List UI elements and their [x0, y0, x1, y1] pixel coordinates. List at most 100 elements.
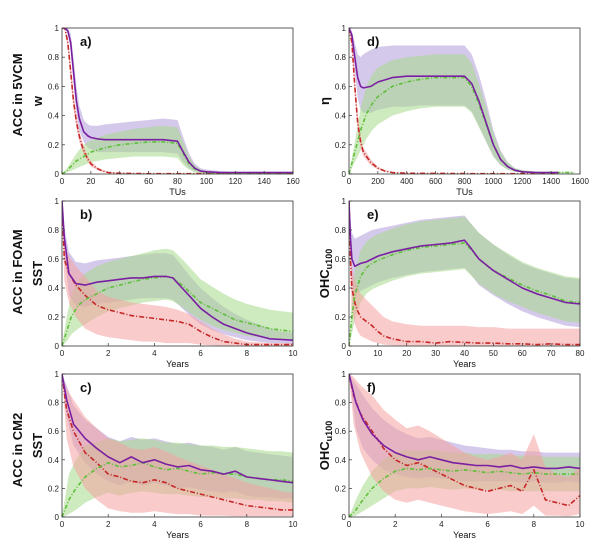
x-tick-label: 40	[115, 177, 124, 186]
x-tick-label: 60	[144, 177, 153, 186]
y-tick-label: 0.6	[48, 255, 60, 264]
series-red-d	[349, 28, 559, 174]
series-green-f	[349, 467, 580, 517]
x-tick-label: 8	[245, 520, 250, 529]
plot-frame	[348, 373, 581, 518]
x-tick-label: 50	[489, 349, 498, 358]
x-tick-label: 1000	[484, 177, 502, 186]
x-tick-label: 4	[152, 349, 157, 358]
x-tick-label: 4	[439, 520, 444, 529]
x-tick-label: 2	[106, 349, 111, 358]
y-tick-label: 1	[55, 197, 60, 206]
y-tick-label: 1	[55, 24, 60, 33]
band-red-c	[62, 374, 293, 517]
x-tick-label: 10	[576, 520, 585, 529]
y-axis-label: OHCu100	[317, 249, 334, 298]
y-tick-label: 0	[342, 342, 347, 351]
x-axis-label: Years	[166, 530, 189, 540]
panel-label-a: a)	[80, 34, 92, 49]
y-tick-label: 0	[342, 513, 347, 522]
y-tick-label: 0	[55, 513, 60, 522]
x-tick-label: 10	[373, 349, 382, 358]
series-purple-d	[349, 28, 559, 174]
y-tick-label: 1	[342, 370, 347, 379]
y-tick-label: 0.4	[48, 112, 60, 121]
lines-d	[349, 28, 575, 174]
x-tick-label: 6	[198, 349, 203, 358]
bands-b	[62, 201, 293, 346]
x-axis-label: Years	[166, 359, 189, 369]
bands-a	[62, 28, 293, 174]
x-tick-label: 1200	[513, 177, 531, 186]
x-tick-label: 600	[429, 177, 443, 186]
panel-c: 0 2 4 6 8 10 0 0.2 0.4 0.6 0.8 1 c) Years SST	[30, 370, 298, 540]
y-tick-label: 0	[55, 342, 60, 351]
x-tick-label: 0	[60, 177, 65, 186]
band-red-e	[349, 201, 580, 346]
x-tick-label: 1600	[571, 177, 589, 186]
panel-label-f: f)	[367, 380, 376, 395]
y-tick-label: 0.2	[48, 141, 60, 150]
panel-a: 0 20 40 60 80 100 120 140 160 0 0.2 0.4 0.6 0.8 1 a) TUs…	[30, 24, 300, 197]
series-purple-e	[349, 201, 580, 305]
x-tick-label: 6	[198, 520, 203, 529]
y-tick-label: 0.2	[335, 141, 347, 150]
x-tick-label: 400	[400, 177, 414, 186]
y-tick-label: 0.6	[48, 82, 60, 91]
row-label-5vcm: ACC in 5VCM	[10, 53, 25, 136]
panels-container: 0 20 40 60 80 100 120 140 16000.20.40.60.81a)TUs…	[30, 24, 589, 540]
y-axis-label-subscript: u100	[324, 249, 334, 270]
x-tick-label: 0	[60, 349, 65, 358]
y-tick-label: 0	[342, 170, 347, 179]
y-tick-label: 0.2	[335, 313, 347, 322]
bands-f	[349, 374, 580, 517]
band-red-f	[349, 374, 580, 517]
plot-frame	[61, 373, 294, 518]
y-axis-label-main: OHC	[317, 441, 332, 471]
x-tick-label: 0	[347, 177, 352, 186]
x-tick-label: 0	[60, 520, 65, 529]
x-tick-label: 6	[485, 520, 490, 529]
y-axis-label: SST	[30, 261, 45, 286]
x-axis-label: Years	[453, 530, 476, 540]
series-purple-a	[62, 28, 293, 174]
series-purple-b	[62, 201, 293, 341]
y-tick-label: 0.4	[48, 456, 60, 465]
y-tick-label: 0.4	[335, 284, 347, 293]
row-label-cm2: ACC in CM2	[10, 413, 25, 487]
y-tick-label: 0.6	[48, 427, 60, 436]
band-green-d	[349, 54, 575, 174]
band-red-b	[62, 201, 293, 346]
series-green-e	[349, 242, 580, 346]
x-tick-label: 10	[289, 520, 298, 529]
panel-label-c: c)	[80, 380, 92, 395]
x-axis-label: Years	[453, 359, 476, 369]
x-tick-label: 10	[289, 349, 298, 358]
y-tick-label: 0.4	[335, 456, 347, 465]
x-tick-label: 2	[393, 520, 398, 529]
x-tick-label: 800	[458, 177, 472, 186]
y-tick-label: 0.2	[48, 313, 60, 322]
y-tick-label: 0.8	[48, 399, 60, 408]
y-tick-label: 0.4	[48, 284, 60, 293]
series-purple-f	[349, 374, 580, 470]
y-tick-label: 0.8	[48, 53, 60, 62]
x-tick-label: 0	[347, 520, 352, 529]
panel-label-b: b)	[80, 207, 92, 222]
x-tick-label: 8	[245, 349, 250, 358]
x-tick-label: 20	[86, 177, 95, 186]
lines-e	[349, 201, 580, 346]
x-tick-label: 160	[286, 177, 300, 186]
row-label-foam: ACC in FOAM	[10, 229, 25, 314]
x-tick-label: 80	[173, 177, 182, 186]
y-axis-label: w	[30, 95, 45, 107]
y-tick-label: 0.2	[48, 484, 60, 493]
y-axis-label: SST	[30, 433, 45, 458]
x-tick-label: 30	[431, 349, 440, 358]
y-axis-label-main: OHC	[317, 269, 332, 299]
x-tick-label: 0	[347, 349, 352, 358]
y-axis-label-subscript: u100	[324, 421, 334, 442]
x-tick-label: 80	[576, 349, 585, 358]
panel-f: 0 2 4 6 8 10 0 0.2 0.4 0.6 0.8 1 f) Years OHCu100	[317, 370, 585, 540]
